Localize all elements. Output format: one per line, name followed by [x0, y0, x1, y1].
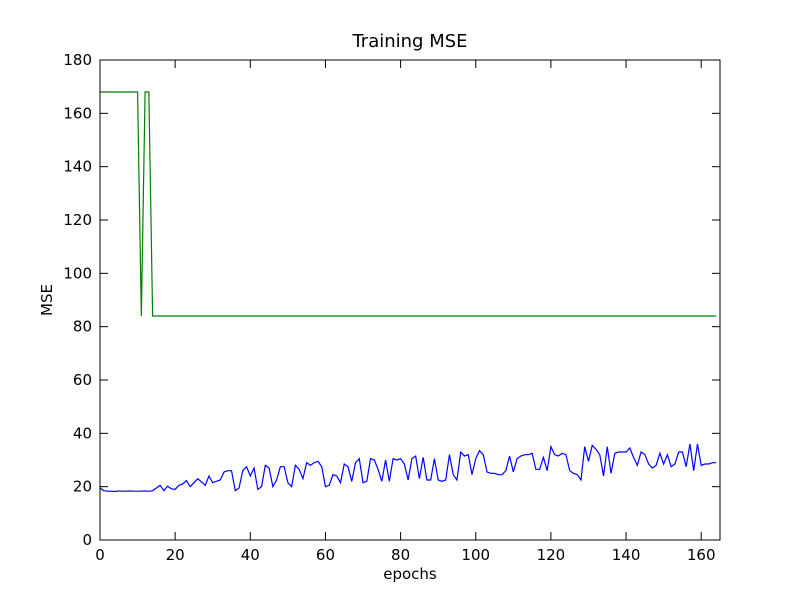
plot-frame [99, 59, 721, 541]
x-tick-label: 40 [241, 546, 260, 564]
x-tick-label: 80 [391, 546, 410, 564]
y-tick-label: 120 [63, 211, 92, 229]
y-tick-label: 80 [73, 318, 92, 336]
x-tick-label: 0 [95, 546, 105, 564]
chart-title: Training MSE [351, 31, 467, 52]
x-tick-label: 20 [166, 546, 185, 564]
x-tick-label: 60 [316, 546, 335, 564]
data-line [100, 91, 717, 317]
y-axis-label: MSE [38, 284, 56, 316]
x-tick-label: 100 [461, 546, 490, 564]
y-tick-label: 100 [63, 264, 92, 282]
x-tick-label: 140 [612, 546, 641, 564]
y-tick-label: 40 [73, 424, 92, 442]
y-tick-label: 60 [73, 371, 92, 389]
y-tick-label: 0 [82, 531, 92, 549]
y-tick-label: 160 [63, 104, 92, 122]
x-tick-label: 160 [687, 546, 716, 564]
x-tick-label: 120 [537, 546, 566, 564]
y-tick-label: 140 [63, 158, 92, 176]
y-tick-label: 180 [63, 51, 92, 69]
data-line [99, 443, 717, 493]
y-tick-label: 20 [73, 478, 92, 496]
x-axis-label: epochs [383, 565, 437, 583]
